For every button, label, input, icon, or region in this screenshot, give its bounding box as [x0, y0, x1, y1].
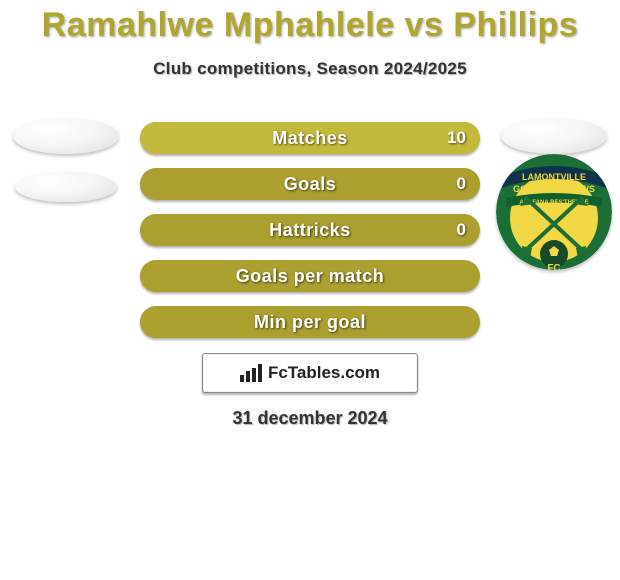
subtitle: Club competitions, Season 2024/2025 — [0, 59, 620, 79]
branding-box: FcTables.com — [202, 353, 418, 393]
stat-label: Goals — [140, 168, 480, 200]
player-left-photo-col — [6, 118, 126, 202]
comparison-bars: Matches10Goals0Hattricks0Goals per match… — [140, 122, 480, 352]
stat-row: Matches10 — [140, 122, 480, 154]
stat-label: Goals per match — [140, 260, 480, 292]
stat-label: Min per goal — [140, 306, 480, 338]
date-line: 31 december 2024 — [0, 408, 620, 429]
stat-row: Goals per match — [140, 260, 480, 292]
branding-label: FcTables.com — [268, 363, 380, 383]
stat-value: 0 — [457, 168, 466, 200]
crest-fc: FC — [547, 263, 560, 270]
stat-value: 10 — [447, 122, 466, 154]
club-logo-placeholder — [15, 172, 117, 202]
player-photo-placeholder — [13, 118, 119, 154]
stat-row: Goals0 — [140, 168, 480, 200]
stat-label: Hattricks — [140, 214, 480, 246]
title-text: Ramahlwe Mphahlele vs Phillips — [42, 6, 579, 44]
stat-row: Min per goal — [140, 306, 480, 338]
player-photo-placeholder — [501, 118, 607, 154]
date-text: 31 december 2024 — [232, 408, 387, 428]
stat-value: 0 — [457, 214, 466, 246]
club-crest: LAMONTVILLE GOLDEN ARROWS ABAFANA BES'TH… — [496, 154, 612, 270]
stat-row: Hattricks0 — [140, 214, 480, 246]
subtitle-text: Club competitions, Season 2024/2025 — [153, 59, 467, 78]
crest-banner-top: LAMONTVILLE — [522, 172, 586, 182]
crest-banner-mid: GOLDEN ARROWS — [513, 184, 595, 194]
player-right-photo-col: LAMONTVILLE GOLDEN ARROWS ABAFANA BES'TH… — [494, 118, 614, 270]
stat-label: Matches — [140, 122, 480, 154]
page-title: Ramahlwe Mphahlele vs Phillips — [0, 0, 620, 45]
bar-chart-icon — [240, 364, 262, 382]
